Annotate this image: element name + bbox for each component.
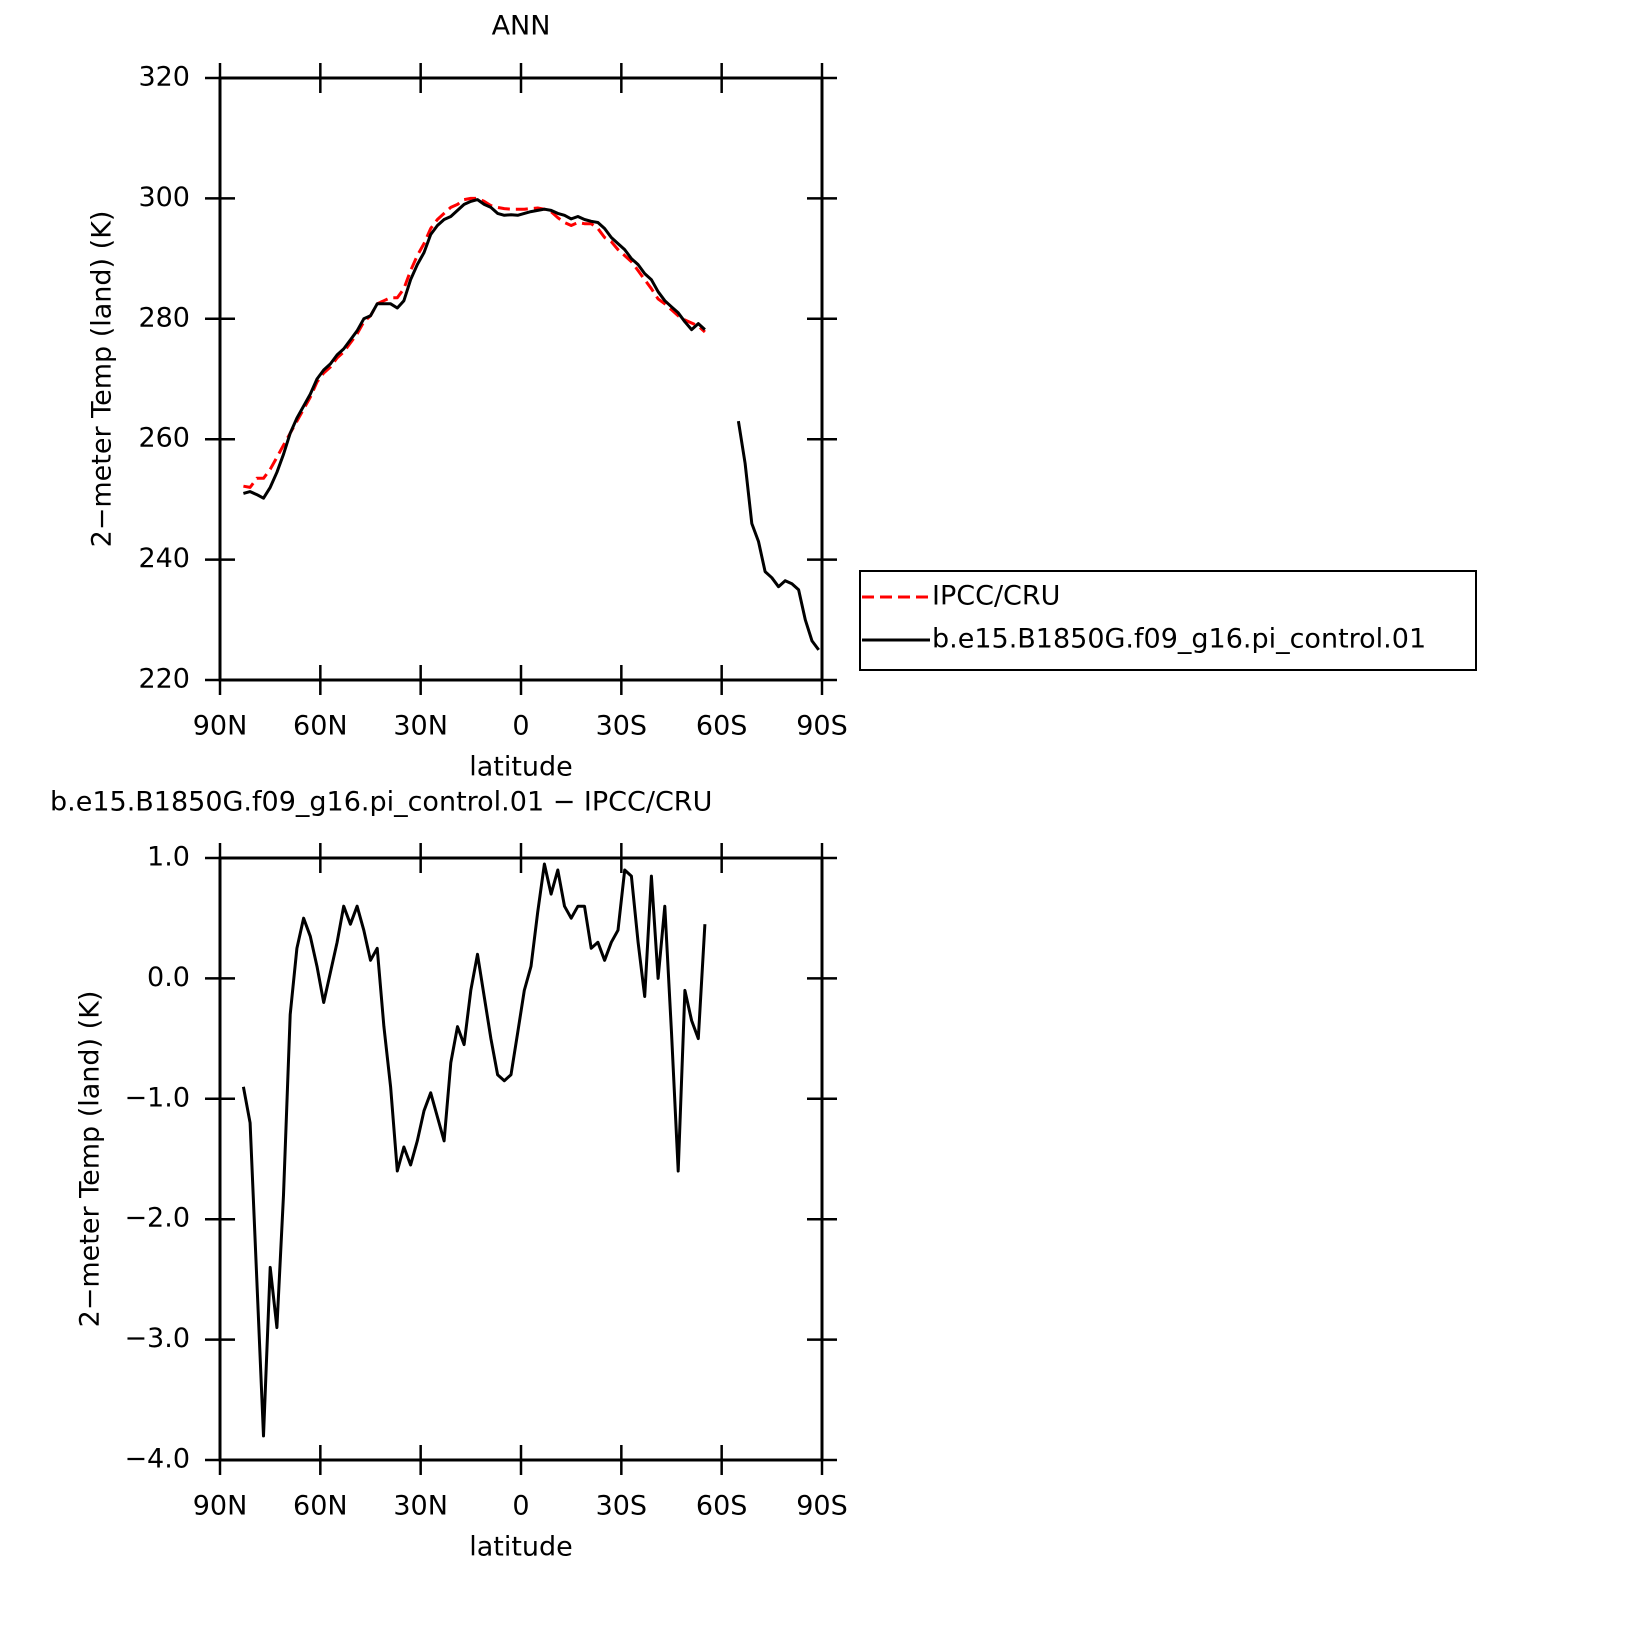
- chart-title: b.e15.B1850G.f09_g16.pi_control.01 − IPC…: [50, 787, 712, 818]
- y-tick-label: 300: [138, 182, 190, 213]
- x-tick-label: 90N: [193, 1491, 248, 1522]
- y-tick-label: −1.0: [124, 1082, 190, 1113]
- y-tick-label: 0.0: [147, 962, 190, 993]
- x-tick-label: 90S: [796, 711, 848, 742]
- y-tick-label: 220: [138, 664, 190, 695]
- y-axis-label: 2−meter Temp (land) (K): [87, 211, 118, 548]
- x-axis-label: latitude: [469, 752, 573, 783]
- legend-label: IPCC/CRU: [932, 581, 1060, 612]
- x-tick-label: 60N: [293, 711, 348, 742]
- data-line: [243, 198, 820, 651]
- x-tick-label: 60N: [293, 1491, 348, 1522]
- x-tick-label: 60S: [696, 1491, 748, 1522]
- x-tick-label: 90N: [193, 711, 248, 742]
- y-tick-label: −3.0: [124, 1323, 190, 1354]
- x-tick-label: 90S: [796, 1491, 848, 1522]
- y-tick-label: 240: [138, 543, 190, 574]
- x-tick-label: 0: [512, 711, 529, 742]
- x-tick-label: 30N: [393, 711, 448, 742]
- x-tick-label: 30N: [393, 1491, 448, 1522]
- y-tick-label: −4.0: [124, 1444, 190, 1475]
- x-tick-label: 30S: [596, 1491, 648, 1522]
- chart-title: ANN: [492, 11, 551, 42]
- plot-frame: [218, 76, 824, 682]
- plot-frame: [218, 856, 824, 1462]
- y-tick-label: −2.0: [124, 1203, 190, 1234]
- x-tick-label: 60S: [696, 711, 748, 742]
- y-tick-label: 1.0: [147, 842, 190, 873]
- y-tick-label: 320: [138, 62, 190, 93]
- y-axis-label: 2−meter Temp (land) (K): [75, 991, 106, 1328]
- x-tick-label: 30S: [596, 711, 648, 742]
- legend-box: [859, 570, 1477, 671]
- legend-label: b.e15.B1850G.f09_g16.pi_control.01: [932, 624, 1426, 655]
- data-line: [241, 862, 707, 1438]
- y-tick-label: 280: [138, 302, 190, 333]
- x-axis-label: latitude: [469, 1532, 573, 1563]
- x-tick-label: 0: [512, 1491, 529, 1522]
- y-tick-label: 260: [138, 423, 190, 454]
- data-line: [243, 196, 706, 489]
